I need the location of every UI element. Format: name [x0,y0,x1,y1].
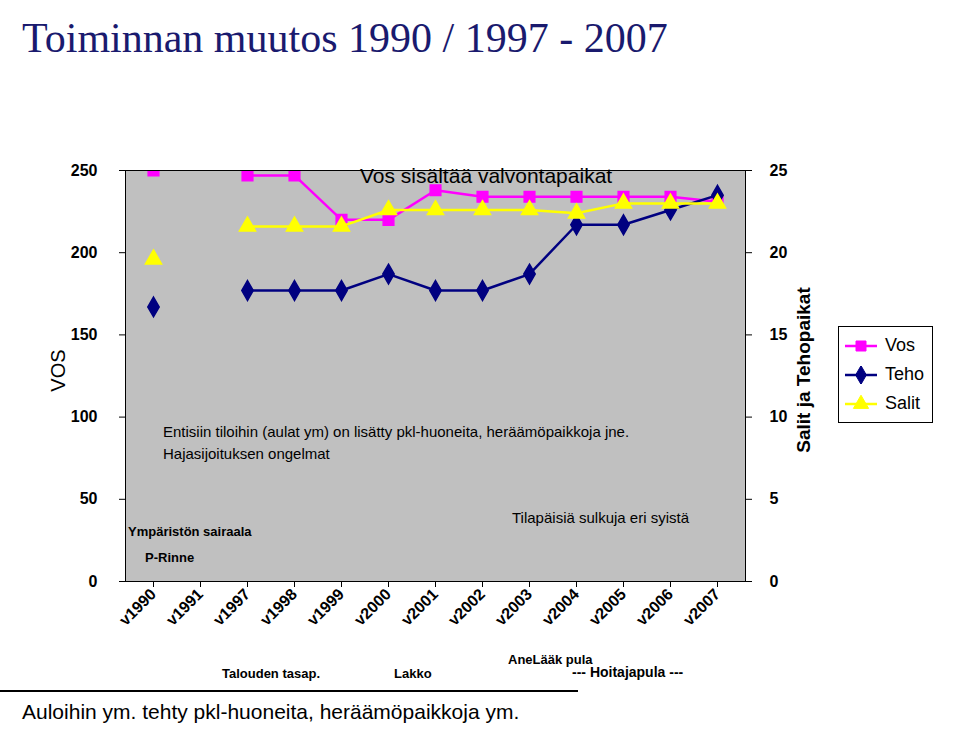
html-text:Toiminnan muutos 1990 / 1997 -: Toiminnan muutos 1990 / 1997 - 2007 [22,15,668,61]
svg-text:v2000: v2000 [351,585,395,629]
svg-text:v1999: v1999 [304,585,348,629]
svg-text:0: 0 [770,573,779,590]
html-text:Lakko: Lakko [394,666,432,681]
svg-text:v2004: v2004 [539,585,583,629]
html-text:Tilapäisiä sulkuja eri syistä: Tilapäisiä sulkuja eri syistä [512,509,689,526]
svg-text:200: 200 [71,244,98,261]
svg-text:v1991: v1991 [163,585,207,629]
html-text:Entisiin tiloihin (aulat ym) o: Entisiin tiloihin (aulat ym) on lisätty … [163,423,630,440]
svg-text:0: 0 [89,573,98,590]
svg-text:10: 10 [770,408,788,425]
svg-text:v2003: v2003 [492,585,536,629]
html-text:Hajasijoituksen ongelmat: Hajasijoituksen ongelmat [163,445,330,462]
svg-text:50: 50 [80,490,98,507]
svg-text:250: 250 [71,162,98,179]
html-text:Salit ja Tehopaikat: Salit ja Tehopaikat [792,287,814,453]
html-text:Talouden tasap.: Talouden tasap. [222,666,320,681]
html-text:Salit: Salit [885,393,920,413]
svg-text:v1997: v1997 [210,585,254,629]
svg-text:25: 25 [770,162,788,179]
svg-text:20: 20 [770,244,788,261]
svg-text:v1990: v1990 [116,585,160,629]
svg-text:v2006: v2006 [633,585,677,629]
html-text:Ympäristön sairaala: Ympäristön sairaala [128,524,252,539]
html-text:VOS: VOS [46,348,69,392]
svg-text:v2002: v2002 [445,585,489,629]
html-text:AneLääk pula: AneLääk pula [508,652,593,667]
svg-text:v1998: v1998 [257,585,301,629]
html-text:Auloihin ym. tehty pkl-huoneit: Auloihin ym. tehty pkl-huoneita, heräämö… [22,700,520,723]
svg-text:150: 150 [71,326,98,343]
html-text:P-Rinne: P-Rinne [145,550,195,565]
html-text:Vos: Vos [885,335,915,355]
html-text:Teho: Teho [885,364,924,384]
svg-text:v2001: v2001 [398,585,442,629]
svg-text:100: 100 [71,408,98,425]
html-text:Vos sisältää valvontapaikat: Vos sisältää valvontapaikat [360,164,613,187]
svg-text:v2005: v2005 [586,585,630,629]
html-text:--- Hoitajapula ---: --- Hoitajapula --- [572,664,684,680]
svg-text:v2007: v2007 [680,585,724,629]
svg-text:5: 5 [770,490,779,507]
svg-text:15: 15 [770,326,788,343]
